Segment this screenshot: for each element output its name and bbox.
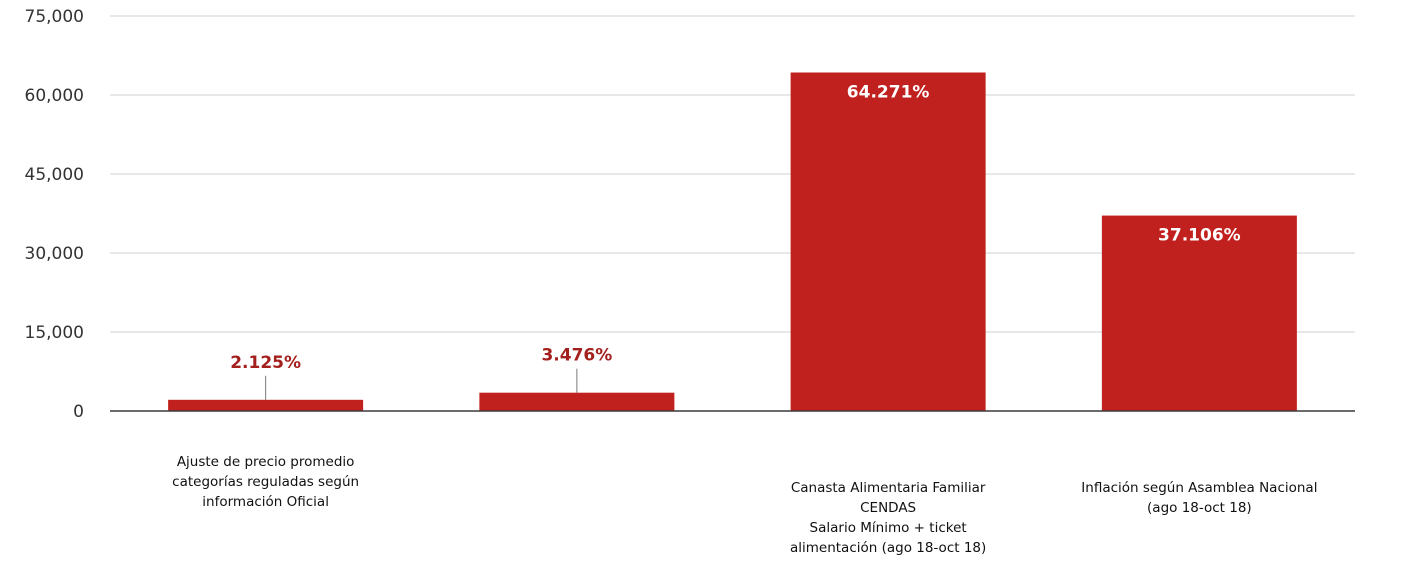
bar <box>168 399 364 411</box>
bar <box>790 72 986 411</box>
y-tick-label: 0 <box>73 402 84 422</box>
category-label-line: alimentación (ago 18-oct 18) <box>789 540 987 556</box>
category-label: Inflación según Asamblea Nacional (ago 18… <box>1049 478 1349 518</box>
category-label-line: Ajuste de precio promedio <box>176 454 355 470</box>
category-label: Ajuste de precio promedio categorías regu… <box>116 452 416 512</box>
data-label: 64.271% <box>847 83 930 103</box>
leader-lines <box>265 368 578 400</box>
category-label-line: Salario Mínimo + ticket <box>809 520 967 536</box>
category-label-line: Canasta Alimentaria Familiar <box>790 480 986 496</box>
y-tick-label: 45,000 <box>25 165 84 185</box>
category-label-line: (ago 18-oct 18) <box>1147 500 1252 516</box>
data-label: 3.476% <box>541 346 612 366</box>
category-label-line: información Oficial <box>202 494 329 510</box>
bar <box>1101 215 1297 411</box>
data-label: 37.106% <box>1158 226 1241 246</box>
bar <box>479 392 675 411</box>
category-label-line: categorías reguladas según <box>172 474 360 490</box>
category-label-line: CENDAS <box>860 500 917 516</box>
y-tick-label: 60,000 <box>25 86 84 106</box>
y-axis-ticks: 0 15,000 30,000 45,000 60,000 75,000 <box>25 7 84 422</box>
data-labels: 2.125% 3.476% 64.271% 37.106% <box>230 83 1240 373</box>
category-label: Canasta Alimentaria Familiar CENDAS Salari… <box>738 478 1038 558</box>
category-label-line: Inflación según Asamblea Nacional <box>1081 480 1318 496</box>
y-tick-label: 75,000 <box>25 7 84 27</box>
y-tick-label: 15,000 <box>25 323 84 343</box>
y-tick-label: 30,000 <box>25 244 84 264</box>
data-label: 2.125% <box>230 353 301 373</box>
bars <box>168 72 1297 411</box>
